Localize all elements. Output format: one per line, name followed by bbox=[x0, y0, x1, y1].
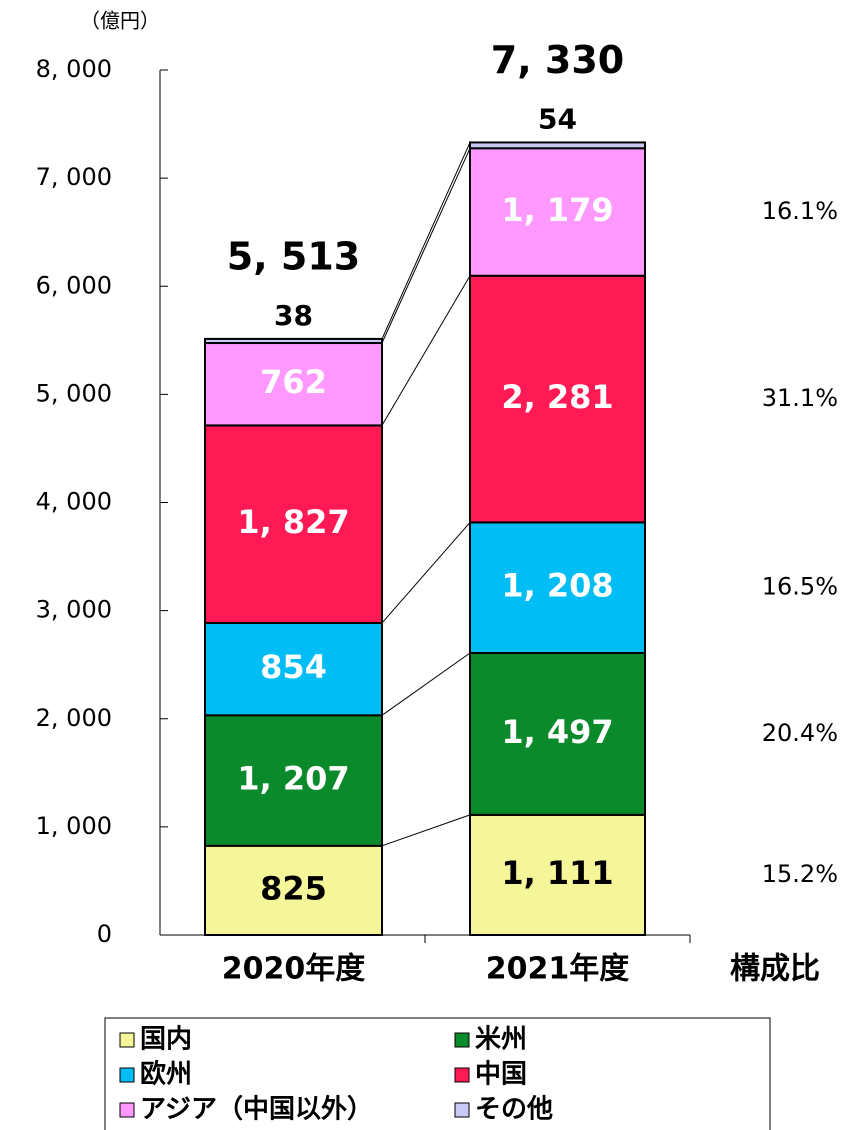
legend bbox=[104, 1017, 771, 1130]
share-title: 構成比 bbox=[730, 952, 820, 987]
data-label: 854 bbox=[260, 648, 327, 686]
bar-segment bbox=[204, 844, 383, 936]
legend-label: 中国 bbox=[475, 1060, 527, 1090]
y-tick-label: 6, 000 bbox=[36, 271, 112, 299]
share-label: 31.1% bbox=[762, 384, 838, 412]
y-tick-label: 3, 000 bbox=[36, 596, 112, 624]
legend-label: 国内 bbox=[140, 1025, 192, 1055]
bar-segment bbox=[469, 521, 646, 655]
legend-swatch bbox=[454, 1032, 470, 1048]
data-label: 825 bbox=[260, 869, 327, 907]
connector bbox=[381, 522, 471, 624]
legend-swatch bbox=[119, 1102, 135, 1118]
share-label: 16.1% bbox=[762, 197, 838, 225]
y-tick-label: 8, 000 bbox=[36, 55, 112, 83]
bar-segment bbox=[469, 141, 646, 150]
y-tick-label: 2, 000 bbox=[36, 704, 112, 732]
y-tick-label: 5, 000 bbox=[36, 379, 112, 407]
data-label: 54 bbox=[538, 102, 577, 135]
connector bbox=[381, 275, 471, 426]
connector bbox=[381, 148, 471, 344]
y-tick-label: 1, 000 bbox=[36, 812, 112, 840]
data-label: 1, 827 bbox=[237, 503, 349, 541]
legend-label: 欧州 bbox=[140, 1059, 192, 1090]
data-label: 1, 497 bbox=[501, 713, 613, 751]
bar-segment bbox=[204, 621, 383, 717]
y-tick-label: 7, 000 bbox=[36, 163, 112, 191]
y-tick-label: 4, 000 bbox=[36, 488, 112, 516]
x-tick-label: 2021年度 bbox=[486, 952, 630, 987]
data-label: 38 bbox=[274, 299, 313, 332]
connector bbox=[381, 142, 471, 340]
share-label: 16.5% bbox=[762, 573, 838, 601]
data-label: 762 bbox=[260, 363, 327, 401]
connector bbox=[381, 814, 471, 847]
total-label: 5, 513 bbox=[227, 234, 360, 278]
data-label: 2, 281 bbox=[501, 378, 613, 416]
total-label: 7, 330 bbox=[491, 38, 624, 82]
bar-segment bbox=[469, 147, 646, 277]
bar-segment bbox=[204, 714, 383, 847]
bar-segment bbox=[204, 337, 383, 345]
bar-segment bbox=[204, 424, 383, 624]
data-label: 1, 111 bbox=[501, 854, 613, 892]
y-tick-label: 0 bbox=[97, 920, 112, 948]
data-label: 1, 207 bbox=[237, 760, 349, 798]
share-label: 15.2% bbox=[762, 860, 838, 888]
x-tick-label: 2020年度 bbox=[222, 952, 366, 987]
legend-label: 米州 bbox=[475, 1025, 527, 1055]
legend-swatch bbox=[454, 1067, 470, 1083]
legend-label: アジア（中国以外） bbox=[140, 1095, 373, 1125]
bar-segment bbox=[204, 342, 383, 427]
bar-segment bbox=[469, 813, 646, 936]
y-axis-label: （億円） bbox=[80, 9, 160, 33]
data-label: 1, 179 bbox=[501, 191, 613, 229]
legend-swatch bbox=[119, 1067, 135, 1083]
legend-label: その他 bbox=[475, 1095, 553, 1125]
legend-swatch bbox=[454, 1102, 470, 1118]
data-label: 1, 208 bbox=[501, 567, 613, 605]
share-label: 20.4% bbox=[762, 719, 838, 747]
legend-swatch bbox=[119, 1032, 135, 1048]
bar-segment bbox=[469, 274, 646, 524]
connector bbox=[381, 652, 471, 716]
